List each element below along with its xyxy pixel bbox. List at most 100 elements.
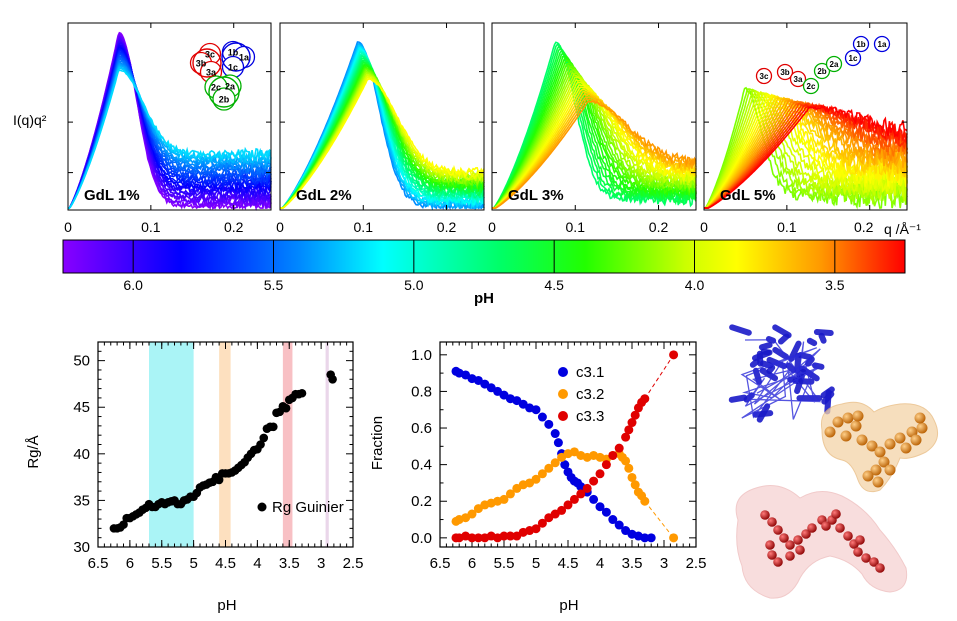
fraction-legend-marker bbox=[558, 411, 568, 421]
fraction-point bbox=[595, 469, 605, 479]
fraction-plot-frame bbox=[439, 341, 697, 548]
component-marker bbox=[802, 77, 820, 95]
saxs-curve bbox=[704, 89, 908, 209]
component-marker bbox=[776, 63, 794, 81]
saxs-tick-label: 0.2 bbox=[437, 219, 457, 235]
component-label: 2a bbox=[225, 82, 236, 92]
fraction-xtick-label: 2.5 bbox=[686, 555, 707, 572]
red-bead bbox=[767, 550, 777, 560]
fraction-xtick-label: 5.5 bbox=[494, 555, 515, 572]
fraction-point bbox=[640, 394, 650, 404]
colorbar-tick-label: 4.0 bbox=[685, 277, 705, 293]
saxs-tick-label: 0.1 bbox=[141, 219, 161, 235]
fraction-point bbox=[614, 443, 624, 453]
fraction-point bbox=[589, 494, 599, 504]
saxs-curve bbox=[492, 97, 697, 209]
panel-label: GdL 2% bbox=[296, 187, 352, 204]
fraction-extrapolation bbox=[644, 354, 675, 400]
fraction-extrapolation bbox=[644, 500, 674, 539]
rg-point bbox=[119, 520, 128, 529]
orange-bead bbox=[894, 432, 906, 444]
rg-xtick-label: 4 bbox=[253, 555, 261, 572]
structure-images bbox=[728, 324, 939, 599]
saxs-curve bbox=[492, 100, 697, 209]
fraction-chart: 6.5 6 5.5 5 4.5 4 3.5 3 2.5 0.0 0.2 0.4 0.6 0.8 1.0 c3.… bbox=[411, 341, 707, 572]
fraction-point bbox=[531, 405, 541, 415]
rg-xtick-label: 3.5 bbox=[279, 555, 300, 572]
fraction-point bbox=[576, 489, 586, 499]
fraction-point bbox=[669, 350, 679, 360]
red-bead bbox=[767, 517, 777, 527]
orange-bead bbox=[872, 476, 884, 488]
fraction-point bbox=[499, 494, 509, 504]
rg-legend-label: Rg Guinier bbox=[272, 499, 344, 516]
orange-bead bbox=[856, 434, 868, 446]
rg-xtick-label: 6.5 bbox=[88, 555, 109, 572]
saxs-curve bbox=[492, 52, 697, 209]
protein-cartoon-structure bbox=[728, 324, 835, 423]
rg-ytick-label: 35 bbox=[73, 492, 90, 509]
fraction-ylabel: Fraction bbox=[369, 416, 386, 470]
orange-bead bbox=[900, 442, 912, 454]
fraction-point bbox=[669, 533, 679, 543]
fraction-point bbox=[473, 533, 483, 543]
component-marker bbox=[813, 62, 831, 80]
saxs-tick-label: 0 bbox=[488, 219, 496, 235]
component-marker bbox=[844, 49, 862, 67]
saxs-curve bbox=[492, 57, 697, 209]
fraction-xtick-label: 4 bbox=[596, 555, 604, 572]
fraction-ytick-label: 0.6 bbox=[411, 420, 432, 437]
component-label: 2a bbox=[830, 60, 839, 69]
red-bead bbox=[831, 509, 841, 519]
fraction-point bbox=[557, 505, 567, 515]
fraction-point bbox=[621, 432, 631, 442]
saxs-tick-label: 0.2 bbox=[224, 219, 244, 235]
saxs-curve bbox=[704, 104, 908, 209]
component-marker bbox=[755, 67, 773, 85]
rg-xtick-label: 2.5 bbox=[343, 555, 364, 572]
fraction-ytick-label: 0.4 bbox=[411, 457, 432, 474]
orange-bead bbox=[866, 440, 878, 452]
rg-point bbox=[256, 440, 265, 449]
fraction-point bbox=[505, 489, 515, 499]
fraction-point bbox=[630, 480, 640, 490]
fraction-legend-label: c3.3 bbox=[576, 408, 604, 425]
component-marker bbox=[852, 35, 870, 53]
red-bead bbox=[785, 540, 795, 550]
orange-bead bbox=[832, 416, 844, 428]
fraction-point bbox=[531, 474, 541, 484]
ph-band bbox=[325, 342, 329, 547]
saxs-curve bbox=[704, 87, 908, 209]
red-bead bbox=[765, 540, 775, 550]
saxs-tick-label: 0.1 bbox=[354, 219, 374, 235]
red-bead bbox=[835, 523, 845, 533]
fraction-point bbox=[569, 494, 579, 504]
colorbar-gradient bbox=[62, 239, 906, 274]
colorbar-tick-label: 3.5 bbox=[825, 277, 845, 293]
ph-band bbox=[219, 342, 231, 547]
component-label: 2b bbox=[219, 95, 230, 105]
saxs-tick-label: 0 bbox=[64, 219, 72, 235]
rg-point bbox=[297, 388, 307, 398]
fraction-ytick-label: 1.0 bbox=[411, 347, 432, 364]
colorbar: 6.0 5.5 5.0 4.5 4.0 3.5 bbox=[62, 239, 906, 293]
fraction-point bbox=[608, 450, 618, 460]
component-label: 1a bbox=[878, 40, 887, 49]
orange-bead bbox=[870, 464, 882, 476]
colorbar-tick-label: 5.0 bbox=[404, 277, 424, 293]
component-marker bbox=[212, 87, 236, 111]
saxs-panel: 0 0.1 0.2 GdL 5% bbox=[700, 22, 908, 235]
fraction-xtick-label: 5 bbox=[532, 555, 540, 572]
component-marker bbox=[873, 35, 891, 53]
rg-xtick-label: 5.5 bbox=[151, 555, 172, 572]
orange-bead bbox=[850, 420, 862, 432]
fraction-point bbox=[595, 502, 605, 512]
saxs-curve bbox=[280, 78, 485, 209]
fraction-point bbox=[601, 507, 611, 517]
red-bead bbox=[779, 533, 789, 543]
saxs-curve bbox=[704, 94, 908, 209]
fraction-ytick-label: 0.2 bbox=[411, 493, 432, 510]
orange-bead bbox=[874, 446, 886, 458]
component-marker bbox=[825, 55, 843, 73]
